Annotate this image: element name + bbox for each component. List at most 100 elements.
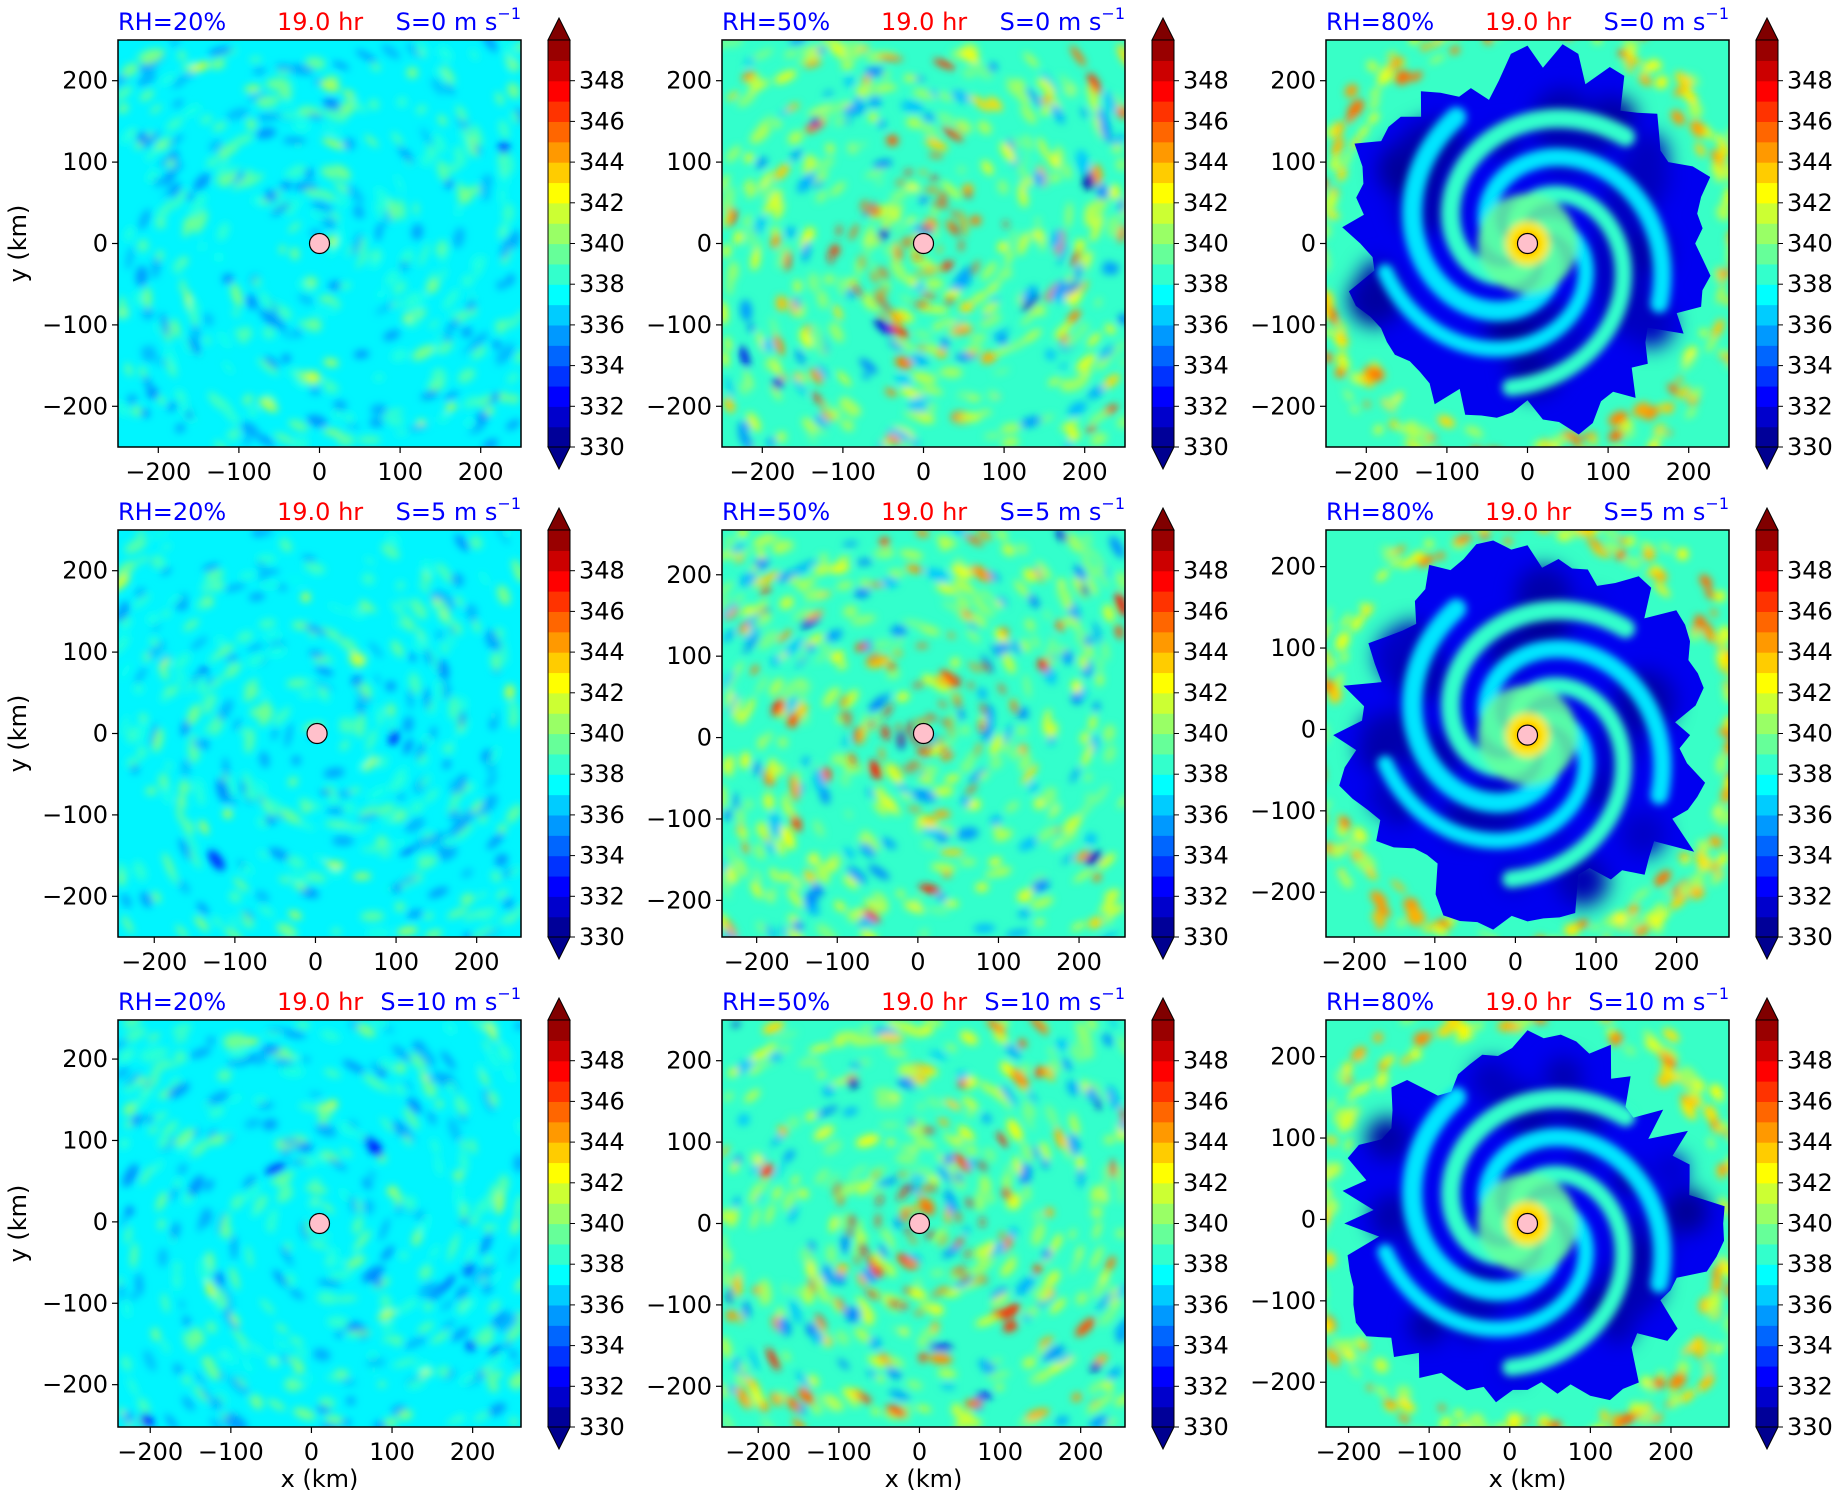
x-tick-label: 100: [977, 1438, 1023, 1466]
colorbar-tick-label: 332: [1183, 882, 1229, 910]
rh-label: RH=50%: [722, 498, 830, 526]
colorbar-tick-label: 332: [1787, 882, 1833, 910]
colorbar-min-arrow: [1755, 1426, 1779, 1451]
panel-r3-c2: −200 −100 0 100 200 200 100 0 −100 −200 RH=50% 19.0…: [646, 984, 1229, 1493]
colorbar-tick-label: 330: [1787, 1413, 1833, 1441]
x-tick-label: 200: [1666, 458, 1712, 486]
colorbar-tick-label: 340: [579, 230, 625, 258]
colorbar-tick-label: 340: [1183, 230, 1229, 258]
y-tick-label: −100: [646, 311, 712, 339]
storm-center-marker: [306, 722, 328, 745]
y-tick-label: 0: [93, 1208, 108, 1236]
y-tick-label: 0: [1301, 230, 1316, 258]
rh-label: RH=50%: [722, 988, 830, 1016]
storm-center-marker: [1516, 724, 1539, 746]
colorbar-tick-label: 330: [1787, 433, 1833, 461]
colorbar-tick-label: 348: [579, 557, 625, 585]
colorbar-tick-label: 336: [1787, 801, 1833, 829]
colorbar-tick-label: 334: [579, 842, 625, 870]
y-tick-label: −200: [42, 882, 108, 910]
rh-label: RH=20%: [118, 498, 226, 526]
colorbar-tick-label: 348: [1787, 1047, 1833, 1075]
y-tick-label: −100: [1250, 311, 1316, 339]
y-tick-label: 200: [1270, 1043, 1316, 1071]
y-tick-label: 100: [62, 1126, 108, 1154]
colorbar-max-arrow: [1151, 996, 1175, 1021]
colorbar-tick-label: 332: [579, 882, 625, 910]
x-tick-label: −200: [117, 1438, 183, 1466]
colorbar-tick-label: 338: [579, 760, 625, 788]
x-tick-label: −200: [729, 458, 795, 486]
colorbar-tick-label: 342: [579, 189, 625, 217]
colorbar: 330 332 334 336 338 340 342 344 346 348: [1755, 996, 1833, 1451]
colorbar-tick-label: 330: [1183, 1413, 1229, 1441]
y-tick-label: 100: [666, 148, 712, 176]
colorbar-tick-label: 346: [1787, 107, 1833, 135]
y-tick-label: −200: [1250, 1368, 1316, 1396]
colorbar-tick-label: 336: [1183, 801, 1229, 829]
colorbar-tick-label: 338: [579, 1250, 625, 1278]
x-tick-label: 0: [312, 458, 327, 486]
colorbar: 330 332 334 336 338 340 342 344 346 348: [1151, 996, 1229, 1451]
rh-label: RH=50%: [722, 8, 830, 36]
x-tick-label: 0: [910, 948, 925, 976]
y-tick-label: 100: [666, 642, 712, 670]
y-tick-label: 200: [666, 67, 712, 95]
colorbar-tick-label: 344: [579, 1128, 625, 1156]
colorbar-max-arrow: [547, 16, 571, 41]
y-tick-label: 100: [62, 148, 108, 176]
colorbar-tick-label: 348: [579, 67, 625, 95]
colorbar-tick-label: 342: [579, 679, 625, 707]
colorbar-tick-label: 346: [579, 1087, 625, 1115]
y-tick-label: −100: [42, 1289, 108, 1317]
colorbar-tick-label: 340: [579, 720, 625, 748]
storm-center-marker: [912, 722, 935, 745]
y-tick-label: −100: [646, 1291, 712, 1319]
x-tick-label: 200: [1654, 948, 1700, 976]
y-tick-label: 0: [697, 1210, 712, 1238]
axes-frame: [117, 1019, 522, 1428]
y-tick-label: −100: [1250, 1287, 1316, 1315]
colorbar-tick-label: 346: [1787, 597, 1833, 625]
rh-label: RH=80%: [1326, 8, 1434, 36]
colorbar-min-arrow: [1151, 1426, 1175, 1451]
time-label: 19.0 hr: [881, 8, 967, 36]
time-label: 19.0 hr: [277, 498, 363, 526]
y-tick-label: −100: [646, 805, 712, 833]
rh-label: RH=20%: [118, 8, 226, 36]
x-tick-label: 100: [369, 1438, 415, 1466]
colorbar-tick-label: 340: [1787, 720, 1833, 748]
y-tick-label: −200: [646, 392, 712, 420]
colorbar-tick-label: 332: [1787, 392, 1833, 420]
colorbar-tick-label: 338: [579, 270, 625, 298]
colorbar-tick-label: 342: [1183, 1169, 1229, 1197]
colorbar-tick-label: 338: [1787, 760, 1833, 788]
x-tick-label: 0: [916, 458, 931, 486]
colorbar-min-arrow: [1755, 936, 1779, 961]
y-tick-label: 100: [62, 638, 108, 666]
shear-label: S=5 m s−1: [1000, 494, 1125, 526]
panel-r3-c1: −200 −100 0 100 200 200 100 0 −100 −200 RH=20% 19.0…: [4, 984, 625, 1493]
storm-center-marker: [908, 1212, 931, 1235]
colorbar-min-arrow: [547, 446, 571, 471]
x-tick-label: −100: [804, 948, 870, 976]
colorbar-tick-label: 340: [579, 1210, 625, 1238]
time-label: 19.0 hr: [277, 988, 363, 1016]
colorbar-tick-label: 340: [1183, 1210, 1229, 1238]
x-tick-label: 200: [1058, 1438, 1104, 1466]
x-tick-label: 0: [308, 948, 323, 976]
y-tick-label: 100: [666, 1128, 712, 1156]
colorbar-tick-label: 330: [1183, 923, 1229, 951]
shear-label: S=10 m s−1: [984, 984, 1125, 1016]
y-tick-label: −100: [1250, 797, 1316, 825]
shear-label: S=10 m s−1: [1588, 984, 1729, 1016]
shear-label: S=0 m s−1: [1000, 4, 1125, 36]
x-tick-label: −200: [121, 948, 187, 976]
panel-r3-c3: −200 −100 0 100 200 200 100 0 −100 −200 RH=80% 19.0…: [1250, 984, 1833, 1493]
colorbar-tick-label: 346: [1183, 107, 1229, 135]
x-tick-label: 0: [1520, 458, 1535, 486]
y-tick-label: 200: [1270, 67, 1316, 95]
shear-label: S=0 m s−1: [1604, 4, 1729, 36]
x-tick-label: 200: [454, 948, 500, 976]
axes-frame: [721, 529, 1126, 938]
